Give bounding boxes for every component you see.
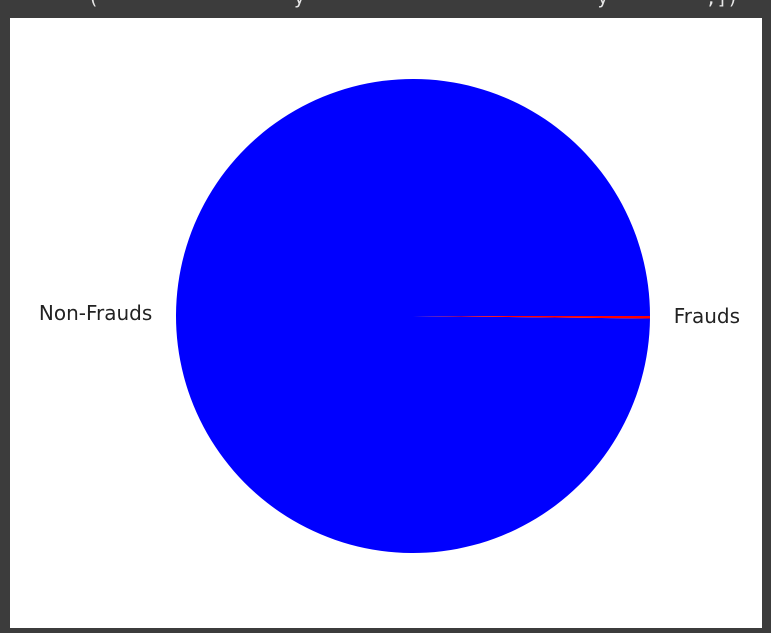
pie-chart-figure: Non-Frauds Frauds [10, 18, 762, 628]
pie-chart: Non-Frauds Frauds [39, 78, 740, 553]
pie-labels: Non-Frauds Frauds [39, 301, 740, 328]
pie-slice-frauds [413, 316, 650, 319]
pie-label-non-frauds: Non-Frauds [39, 301, 152, 325]
pie-slice-non-frauds [175, 78, 651, 553]
clipped-code-line: ( y y ,]) [88, 0, 768, 8]
pie-slices [175, 78, 651, 553]
pie-label-frauds: Frauds [674, 304, 740, 328]
